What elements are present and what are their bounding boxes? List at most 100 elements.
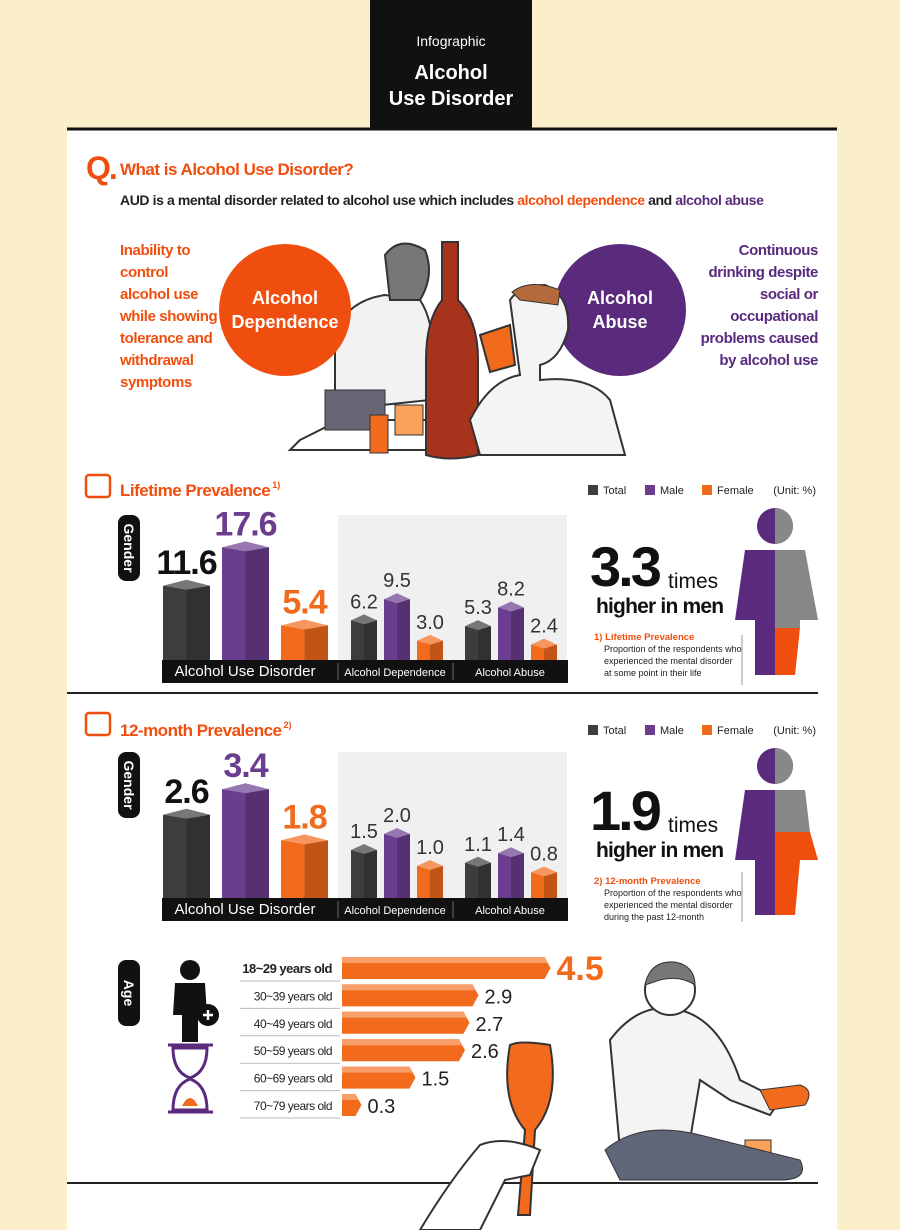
category-label: Alcohol Use Disorder bbox=[175, 663, 316, 680]
bar-top bbox=[281, 619, 328, 630]
bar-side bbox=[544, 872, 557, 898]
category-band bbox=[162, 898, 568, 921]
question: What is Alcohol Use Disorder? bbox=[120, 160, 354, 179]
statement-text: AUD is a mental disorder related to alco… bbox=[120, 192, 518, 208]
header-title: Use Disorder bbox=[388, 88, 514, 110]
bar bbox=[498, 847, 524, 898]
bar-side bbox=[544, 644, 557, 660]
footnote-box: Proportion of the respondents who experi… bbox=[604, 644, 742, 678]
statement-text: and bbox=[644, 192, 676, 208]
legend-swatch bbox=[645, 725, 655, 735]
bar bbox=[342, 1094, 362, 1116]
bar-side bbox=[478, 862, 491, 898]
bar bbox=[342, 1011, 470, 1034]
bar-shine bbox=[342, 1011, 467, 1018]
dependence-description: Inability to control alcohol use while s… bbox=[120, 242, 218, 391]
bar-side bbox=[364, 620, 377, 660]
value-label: 0.8 bbox=[530, 843, 558, 865]
bar bbox=[163, 808, 210, 898]
value-label: 17.6 bbox=[214, 505, 276, 543]
bar bbox=[342, 984, 479, 1007]
value-label: 2.0 bbox=[383, 805, 411, 827]
age-pill bbox=[118, 960, 140, 1026]
value-label: 9.5 bbox=[383, 570, 411, 592]
bar-side bbox=[304, 840, 328, 898]
icon bbox=[84, 473, 112, 499]
ratio-text: higher in men bbox=[596, 595, 723, 618]
unit: (Unit: %) bbox=[773, 725, 816, 737]
legend-label: Total bbox=[603, 725, 626, 737]
bar bbox=[531, 866, 557, 898]
bar-top bbox=[384, 828, 410, 838]
bar-side bbox=[245, 547, 269, 660]
value-label: 2.4 bbox=[530, 616, 558, 638]
bar bbox=[351, 844, 377, 898]
bar-side bbox=[397, 834, 410, 898]
bar-side bbox=[245, 789, 269, 898]
footnote-text: Proportion of the respondents who experi… bbox=[604, 888, 742, 922]
bar bbox=[342, 957, 551, 979]
bar-side bbox=[186, 814, 210, 898]
category-label: 18~29 years old bbox=[242, 961, 332, 976]
intro-illustration bbox=[219, 241, 686, 460]
dependence-label: Alcohol Dependence bbox=[231, 288, 339, 332]
dependence-circle bbox=[219, 244, 351, 376]
bar bbox=[222, 541, 269, 660]
value-label: 5.3 bbox=[464, 597, 492, 619]
axis-label: Gender bbox=[121, 760, 137, 810]
category-label: 60~69 years old bbox=[254, 1072, 332, 1086]
bar-shine bbox=[342, 984, 476, 991]
bar-shine bbox=[342, 1039, 462, 1046]
bar bbox=[222, 783, 269, 898]
value-label: 6.2 bbox=[350, 591, 378, 613]
figure bbox=[735, 748, 818, 922]
category-label: Alcohol Use Disorder bbox=[175, 901, 316, 918]
bar-top bbox=[531, 866, 557, 877]
bar-top bbox=[498, 847, 524, 858]
category-label: 50~59 years old bbox=[254, 1044, 332, 1058]
legend-swatch bbox=[588, 485, 598, 495]
legend-label: Female bbox=[717, 725, 754, 737]
ratio-text: higher in men bbox=[596, 839, 723, 862]
bar-side bbox=[364, 850, 377, 898]
footnote-text: Proportion of the respondents who experi… bbox=[604, 644, 742, 678]
bar bbox=[417, 860, 443, 898]
bar-top bbox=[465, 856, 491, 867]
footnote-label: 2) 12-month Prevalence bbox=[594, 876, 701, 887]
bar-side bbox=[186, 585, 210, 660]
bar-side bbox=[304, 625, 328, 660]
legend-label: Male bbox=[660, 725, 684, 737]
bar-top bbox=[465, 620, 491, 631]
unit: (Unit: %) bbox=[773, 485, 816, 497]
statement-highlight: alcohol dependence bbox=[517, 192, 645, 208]
value-label: 2.7 bbox=[476, 1014, 504, 1036]
gender-pill bbox=[118, 752, 140, 818]
category-label: 30~39 years old bbox=[254, 989, 332, 1003]
legend-swatch bbox=[645, 485, 655, 495]
legend-swatch bbox=[702, 485, 712, 495]
age-illustration bbox=[168, 960, 810, 1230]
bar-top bbox=[417, 634, 443, 645]
bar-top bbox=[281, 834, 328, 845]
bar bbox=[342, 1066, 416, 1089]
bar bbox=[351, 614, 377, 660]
value-label: 3.0 bbox=[416, 612, 444, 634]
value-label: 4.5 bbox=[557, 950, 604, 988]
bar-top bbox=[163, 579, 210, 590]
bar bbox=[342, 1039, 465, 1062]
bar bbox=[281, 834, 328, 898]
axis-label: Gender bbox=[121, 523, 137, 573]
value-label: 8.2 bbox=[497, 579, 525, 601]
bar-side bbox=[430, 866, 443, 898]
axis-label: Age bbox=[121, 980, 137, 1007]
bar bbox=[163, 579, 210, 660]
bar-shine bbox=[342, 957, 548, 963]
bar-shine bbox=[342, 1066, 413, 1073]
value-label: 2.6 bbox=[164, 773, 208, 811]
category-label: Alcohol Abuse bbox=[475, 905, 545, 917]
abuse-description: Continuous drinking despite social or oc… bbox=[700, 242, 819, 369]
bar-top bbox=[417, 860, 443, 870]
bar-top bbox=[222, 541, 269, 552]
category-label: 70~79 years old bbox=[254, 1099, 332, 1113]
